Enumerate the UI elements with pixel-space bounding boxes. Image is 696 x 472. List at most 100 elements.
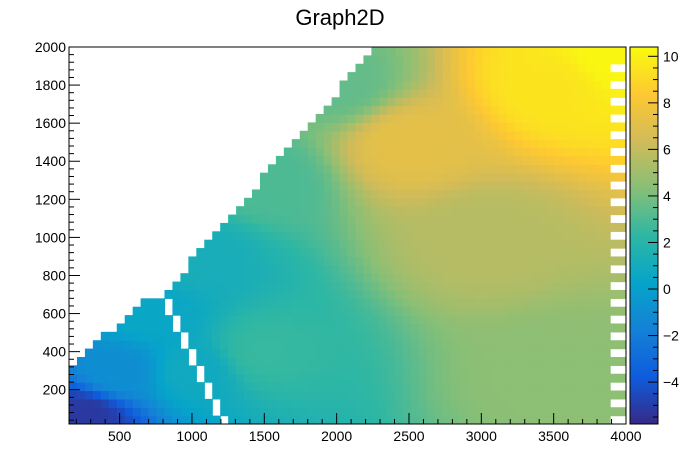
heatmap-cell [339,298,349,308]
heatmap-cell [570,155,579,165]
heatmap-cell [490,47,500,56]
heatmap-cell [291,197,301,207]
heatmap-cell [610,356,619,366]
heatmap-cell [506,373,516,383]
heatmap-cell [514,348,524,358]
heatmap-cell [594,298,603,308]
heatmap-cell [506,97,516,107]
heatmap-cell [562,164,571,174]
heatmap-cell [498,348,508,358]
heatmap-cell [419,323,428,333]
heatmap-cell [307,306,317,316]
heatmap-cell [339,197,349,207]
heatmap-cell [347,382,357,392]
heatmap-cell [164,373,174,383]
heatmap-cell [602,88,611,98]
heatmap-cell [275,398,285,408]
heatmap-cell [331,273,341,283]
heatmap-cell [180,365,189,375]
heatmap-cell [363,306,372,316]
heatmap-cell [212,239,221,249]
heatmap-cell [355,97,365,107]
heatmap-cell [514,88,524,98]
heatmap-cell [578,181,587,191]
heatmap-cell [347,323,357,333]
heatmap-cell [347,390,357,400]
heatmap-cell [228,356,237,366]
heatmap-cell [299,365,309,375]
heatmap-cell [100,398,110,408]
heatmap-cell [538,122,548,132]
heatmap-cell [212,390,221,400]
heatmap-cell [411,289,420,299]
heatmap-cell [347,298,357,308]
heatmap-cell [442,214,452,224]
heatmap-cell [188,289,197,299]
heatmap-cell [291,248,301,258]
heatmap-cell [458,356,468,366]
heatmap-cell [602,105,611,115]
heatmap-cell [474,155,484,165]
heatmap-cell [172,281,181,291]
heatmap-cell [355,197,365,207]
heatmap-cell [283,231,293,241]
heatmap-cell [466,164,476,174]
heatmap-cell [570,348,579,358]
heatmap-cell [586,147,595,157]
heatmap-cell [244,365,253,375]
heatmap-cell [299,382,309,392]
heatmap-cell [275,315,285,325]
heatmap-cell [371,373,380,383]
heatmap-cell [236,398,245,408]
heatmap-cell [602,114,611,123]
heatmap-cell [355,331,365,341]
heatmap-cell [331,323,341,333]
heatmap-cell [506,122,516,132]
heatmap-cell [586,323,595,333]
heatmap-cell [522,164,532,174]
heatmap-cell [379,415,388,424]
heatmap-cell [538,239,548,249]
heatmap-cell [474,340,484,350]
heatmap-cell [347,273,357,283]
heatmap-cell [586,130,595,140]
heatmap-cell [570,415,579,424]
heatmap-cell [514,172,524,182]
heatmap-cell [331,239,341,249]
heatmap-cell [530,72,540,82]
heatmap-cell [546,130,555,140]
heatmap-cell [602,264,611,274]
heatmap-cell [474,222,484,232]
heatmap-cell [323,373,333,383]
heatmap-cell [482,63,492,73]
heatmap-cell [283,331,293,341]
heatmap-cell [331,298,341,308]
heatmap-cell [618,206,626,216]
heatmap-cell [275,415,285,424]
heatmap-cell [522,315,532,325]
heatmap-cell [570,373,579,383]
heatmap-cell [411,348,420,358]
heatmap-cell [92,340,102,350]
heatmap-cell [419,398,428,408]
heatmap-cell [427,264,436,274]
heatmap-cell [236,273,245,283]
heatmap-cell [395,197,404,207]
heatmap-cell [411,97,420,107]
heatmap-cell [602,390,611,400]
heatmap-cell [474,281,484,291]
heatmap-cell [498,72,508,82]
heatmap-cell [578,214,587,224]
heatmap-cell [530,139,540,149]
heatmap-cell [403,147,412,157]
heatmap-cell [387,155,396,165]
heatmap-cell [140,340,150,350]
heatmap-cell [482,114,492,123]
heatmap-cell [562,415,571,424]
heatmap-cell [490,72,500,82]
heatmap-cell [387,415,396,424]
heatmap-cell [538,172,548,182]
heatmap-cell [546,239,555,249]
heatmap-cell [371,189,380,199]
heatmap-cell [371,47,380,56]
